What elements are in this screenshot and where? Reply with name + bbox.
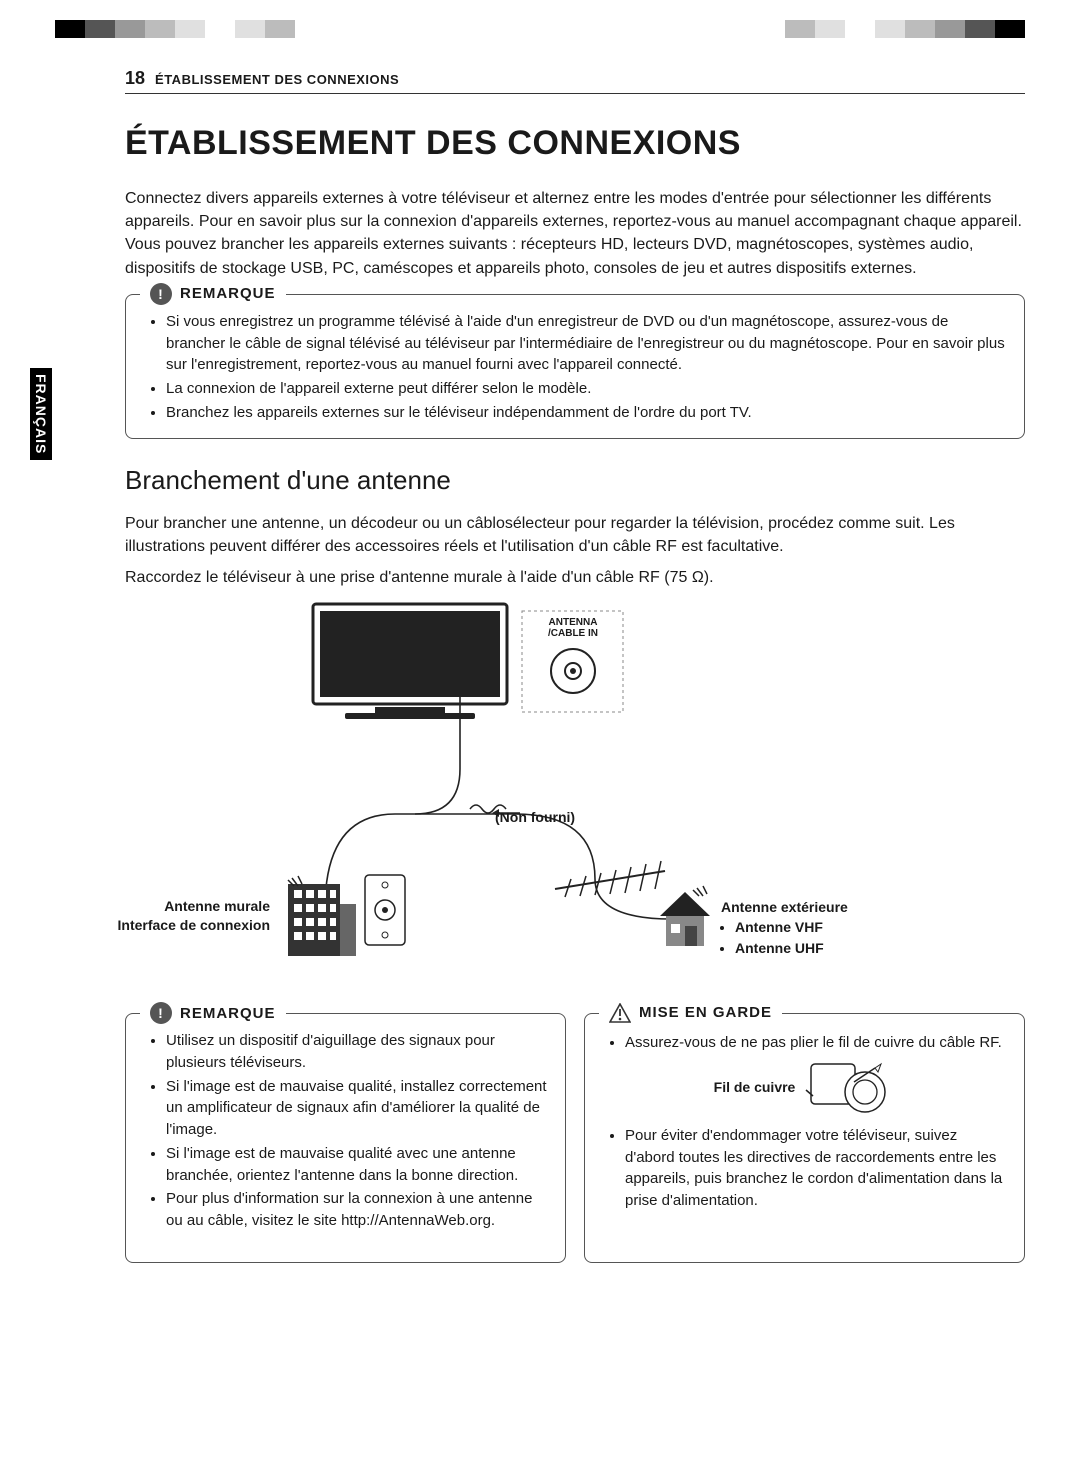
language-tab: FRANÇAIS [30,368,52,460]
warning-icon [609,1003,631,1023]
swatch [295,20,325,38]
registration-bars [0,0,1080,38]
caution-item: Pour éviter d'endommager votre téléviseu… [625,1125,1006,1212]
swatch [815,20,845,38]
swatch [935,20,965,38]
note-list: Si vous enregistrez un programme télévis… [144,311,1006,424]
copper-wire-figure: Fil de cuivre [603,1060,1006,1115]
house-icon [655,884,715,949]
swatch [115,20,145,38]
note-item: Pour plus d'information sur la connexion… [166,1188,547,1232]
color-bar-left [55,20,325,38]
running-header: 18 ÉTABLISSEMENT DES CONNEXIONS [125,68,1025,94]
not-provided-label: (Non fourni) [495,809,575,825]
color-bar-right [755,20,1025,38]
swatch [845,20,875,38]
info-icon: ! [150,283,172,305]
swatch [995,20,1025,38]
note-title-text: REMARQUE [180,285,276,302]
note-list: Utilisez un dispositif d'aiguillage des … [144,1030,547,1232]
swatch [785,20,815,38]
antenna-diagram: ANTENNA /CABLE IN (No [125,599,1025,989]
caution-item: Assurez-vous de ne pas plier le fil de c… [625,1032,1006,1054]
running-head-text: ÉTABLISSEMENT DES CONNEXIONS [155,72,399,87]
note-item: Si l'image est de mauvaise qualité, inst… [166,1076,547,1141]
outdoor-antenna-label: Antenne extérieure Antenne VHF Antenne U… [721,897,848,958]
page-title: ÉTABLISSEMENT DES CONNEXIONS [125,124,1025,163]
wall-antenna-label: Antenne murale Interface de connexion [90,897,270,935]
section-heading: Branchement d'une antenne [125,465,1025,496]
swatch [755,20,785,38]
paragraph: Raccordez le téléviseur à une prise d'an… [125,566,1025,589]
rf-connector-icon [805,1060,895,1115]
swatch [875,20,905,38]
caution-box: MISE EN GARDE Assurez-vous de ne pas pli… [584,1013,1025,1263]
swatch [145,20,175,38]
intro-paragraph: Connectez divers appareils externes à vo… [125,187,1025,280]
note-item: Si l'image est de mauvaise qualité avec … [166,1143,547,1187]
note-item: Utilisez un dispositif d'aiguillage des … [166,1030,547,1074]
swatch [175,20,205,38]
swatch [235,20,265,38]
note-item: Si vous enregistrez un programme télévis… [166,311,1006,376]
note-item: La connexion de l'appareil externe peut … [166,378,1006,400]
bottom-two-column: ! REMARQUE Utilisez un dispositif d'aigu… [125,1013,1025,1289]
caution-title-text: MISE EN GARDE [639,1002,772,1023]
apartment-building-icon [280,874,360,959]
caution-box-title: MISE EN GARDE [599,1002,782,1023]
wall-plate-icon [363,873,407,947]
note-box-title: ! REMARQUE [140,283,286,305]
caution-list: Pour éviter d'endommager votre téléviseu… [603,1125,1006,1212]
content-column: 18 ÉTABLISSEMENT DES CONNEXIONS ÉTABLISS… [125,68,1025,1289]
copper-wire-label: Fil de cuivre [714,1078,796,1098]
info-icon: ! [150,1002,172,1024]
note-title-text: REMARQUE [180,1005,276,1022]
swatch [965,20,995,38]
swatch [55,20,85,38]
page-number: 18 [125,68,145,89]
page: FRANÇAIS 18 ÉTABLISSEMENT DES CONNEXIONS… [0,38,1080,1388]
paragraph: Pour brancher une antenne, un décodeur o… [125,512,1025,558]
swatch [905,20,935,38]
note-item: Branchez les appareils externes sur le t… [166,402,1006,424]
swatch [205,20,235,38]
swatch [85,20,115,38]
note-box-bottom: ! REMARQUE Utilisez un dispositif d'aigu… [125,1013,566,1263]
swatch [265,20,295,38]
caution-list: Assurez-vous de ne pas plier le fil de c… [603,1032,1006,1054]
note-box-top: ! REMARQUE Si vous enregistrez un progra… [125,294,1025,439]
note-box-title: ! REMARQUE [140,1002,286,1024]
